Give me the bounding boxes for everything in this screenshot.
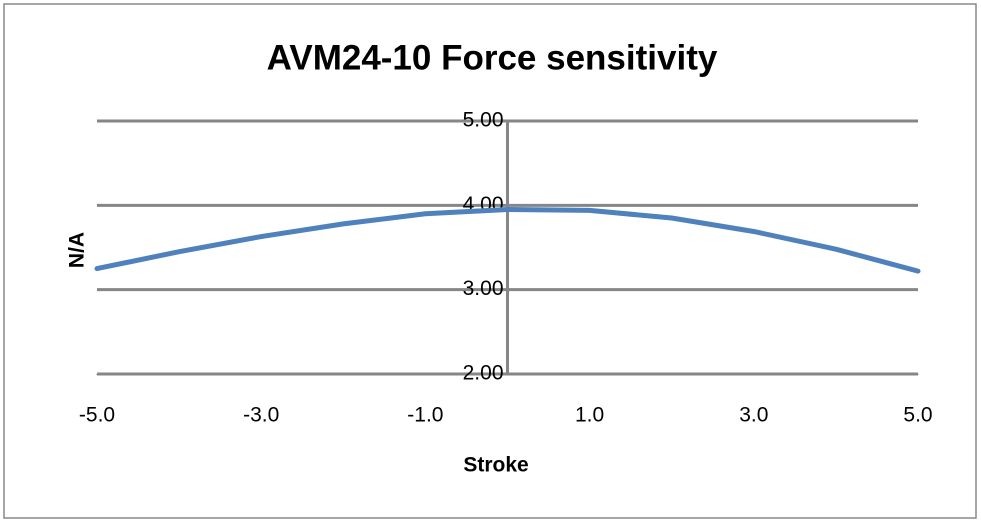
x-tick-label: -5.0 (79, 404, 115, 427)
x-tick-label: -1.0 (407, 404, 443, 427)
y-tick-label: 3.00 (463, 277, 504, 300)
chart-border (3, 3, 977, 519)
data-line (94, 207, 921, 274)
y-tick-label: 2.00 (463, 362, 504, 385)
chart-title: AVM24-10 Force sensitivity (267, 38, 718, 77)
x-tick-label: 3.0 (739, 404, 768, 427)
x-tick-label: 5.0 (903, 404, 932, 427)
x-axis-label: Stroke (463, 454, 528, 477)
x-tick-label: -3.0 (243, 404, 279, 427)
y-tick-label: 5.00 (463, 109, 504, 132)
y-axis-label: N/A (66, 232, 89, 268)
x-tick-label: 1.0 (575, 404, 604, 427)
